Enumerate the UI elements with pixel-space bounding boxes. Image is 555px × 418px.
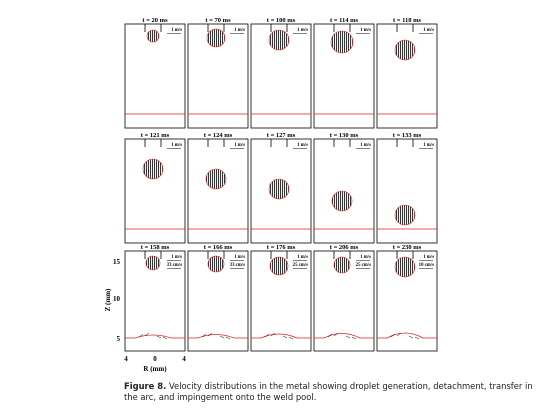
- droplet: [394, 256, 416, 278]
- electrode: [396, 139, 414, 147]
- z-tick: 5: [117, 335, 121, 343]
- droplet: [394, 204, 416, 226]
- panel-frame: [187, 138, 249, 244]
- r-tick: 4: [182, 355, 186, 363]
- weld-pool: [125, 334, 185, 339]
- caption-text: Velocity distributions in the metal show…: [124, 381, 533, 402]
- caption-label: Figure 8.: [124, 381, 167, 391]
- velocity-scale: 33 cm/s: [230, 263, 245, 268]
- panel-frame: [376, 138, 438, 244]
- time-label: t = 133 ms: [393, 132, 422, 139]
- velocity-scale: 33 cm/s: [167, 263, 182, 268]
- pool-vectors: [390, 332, 420, 340]
- velocity-scale: 1 m/s: [423, 255, 434, 260]
- velocity-scale: 1 m/s: [297, 143, 308, 148]
- electrode: [396, 24, 414, 32]
- droplet: [331, 190, 353, 212]
- z-tick: 15: [113, 258, 121, 266]
- weld-pool: [377, 332, 437, 339]
- droplet: [146, 29, 160, 43]
- time-label: t = 100 ms: [267, 17, 296, 24]
- time-label: t = 121 ms: [141, 132, 170, 139]
- velocity-scale: 1 m/s: [171, 255, 182, 260]
- time-label: t = 176 ms: [267, 244, 296, 251]
- caption: Figure 8. Velocity distributions in the …: [124, 381, 534, 403]
- velocity-scale: 1 m/s: [171, 143, 182, 148]
- velocity-scale: 1 m/s: [297, 28, 308, 33]
- electrode: [270, 139, 288, 147]
- time-label: t = 230 ms: [393, 244, 422, 251]
- time-label: t = 127 ms: [267, 132, 296, 139]
- r-axis-label: R (mm): [143, 365, 167, 373]
- droplet: [268, 178, 290, 200]
- droplet: [142, 158, 164, 180]
- z-tick: 10: [113, 295, 121, 303]
- velocity-scale: 1 m/s: [234, 28, 245, 33]
- velocity-scale: 1 m/s: [423, 143, 434, 148]
- velocity-scale: 10 cm/s: [419, 263, 434, 268]
- electrode: [333, 24, 351, 32]
- time-label: t = 20 ms: [142, 17, 168, 24]
- velocity-scale: 1 m/s: [360, 28, 371, 33]
- panel-frame: [124, 138, 186, 244]
- droplet: [333, 256, 351, 274]
- droplet: [205, 168, 227, 190]
- weld-pool: [188, 334, 248, 339]
- velocity-scale: 25 cm/s: [356, 263, 371, 268]
- pool-vectors: [138, 332, 168, 340]
- droplet: [206, 28, 226, 48]
- velocity-scale: 1 m/s: [171, 28, 182, 33]
- droplet: [269, 256, 289, 276]
- velocity-scale: 1 m/s: [234, 255, 245, 260]
- r-tick: 0: [153, 355, 157, 363]
- electrode: [333, 139, 351, 147]
- velocity-scale: 25 cm/s: [293, 263, 308, 268]
- droplet: [145, 255, 161, 271]
- pool-vectors: [201, 332, 231, 340]
- time-label: t = 114 ms: [330, 17, 359, 24]
- electrode: [333, 251, 351, 259]
- velocity-scale: 1 m/s: [360, 255, 371, 260]
- time-label: t = 118 ms: [393, 17, 422, 24]
- droplet: [268, 29, 290, 51]
- time-label: t = 130 ms: [330, 132, 359, 139]
- droplet: [330, 30, 354, 54]
- electrode: [144, 139, 162, 147]
- droplet: [394, 39, 416, 61]
- time-label: t = 158 ms: [141, 244, 170, 251]
- electrode: [207, 139, 225, 147]
- electrode: [144, 24, 162, 32]
- pool-vectors: [327, 332, 357, 340]
- time-label: t = 124 ms: [204, 132, 233, 139]
- r-tick: 4: [124, 355, 128, 363]
- panel-frame: [376, 23, 438, 129]
- velocity-scale: 1 m/s: [234, 143, 245, 148]
- velocity-scale: 1 m/s: [360, 143, 371, 148]
- time-label: t = 70 ms: [205, 17, 231, 24]
- pool-vectors: [264, 332, 294, 340]
- electrode: [144, 251, 162, 259]
- electrode: [396, 251, 414, 259]
- electrode: [207, 251, 225, 259]
- electrode: [270, 251, 288, 259]
- weld-pool: [251, 333, 311, 339]
- velocity-scale: 1 m/s: [423, 28, 434, 33]
- droplet: [207, 255, 225, 273]
- electrode: [207, 24, 225, 32]
- time-label: t = 206 ms: [330, 244, 359, 251]
- z-axis-label: Z (mm): [104, 288, 112, 311]
- weld-pool: [314, 333, 374, 339]
- time-label: t = 166 ms: [204, 244, 233, 251]
- velocity-scale: 1 m/s: [297, 255, 308, 260]
- figure: t = 20 ms1 m/st = 70 ms1 m/st = 100 ms1 …: [104, 17, 438, 373]
- electrode: [270, 24, 288, 32]
